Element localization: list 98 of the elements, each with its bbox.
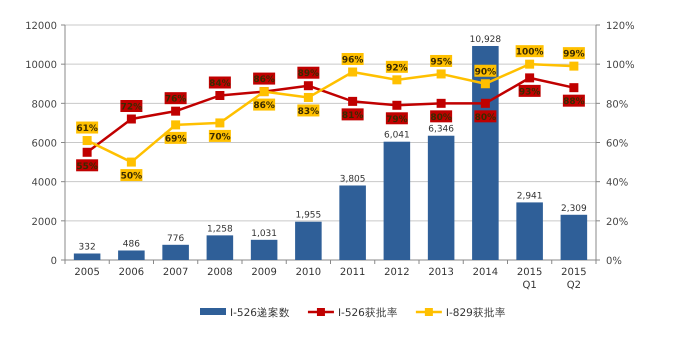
data-label: 76% bbox=[164, 94, 186, 105]
data-label: 55% bbox=[76, 162, 98, 172]
data-label: 95% bbox=[430, 57, 452, 68]
legend-label: I-829获批率 bbox=[446, 306, 506, 319]
x-tick-label: 2010 bbox=[296, 267, 322, 278]
point bbox=[126, 158, 136, 167]
y-tick-label: 8000 bbox=[32, 99, 57, 110]
bar bbox=[206, 235, 234, 260]
data-label: 88% bbox=[563, 97, 585, 108]
data-label: 1,258 bbox=[206, 224, 234, 234]
data-label: 1,031 bbox=[251, 228, 278, 239]
x-tick-label: 2008 bbox=[207, 267, 233, 278]
point bbox=[569, 62, 578, 71]
data-label: 79% bbox=[386, 114, 408, 125]
point bbox=[348, 96, 358, 106]
data-label: 90% bbox=[474, 67, 496, 78]
data-label: 6,346 bbox=[428, 124, 454, 135]
data-label: 6,041 bbox=[384, 130, 410, 141]
x-tick-label: 2014 bbox=[472, 267, 498, 278]
data-label: 99% bbox=[563, 50, 585, 60]
data-label: 96% bbox=[342, 56, 364, 66]
point bbox=[171, 120, 180, 130]
data-label: 92% bbox=[386, 63, 408, 74]
point bbox=[569, 83, 578, 92]
data-label: 84% bbox=[209, 79, 231, 89]
data-label: 2,941 bbox=[516, 191, 543, 202]
data-label: 61% bbox=[76, 124, 98, 134]
point bbox=[525, 60, 534, 69]
point bbox=[171, 106, 180, 116]
point bbox=[525, 73, 534, 82]
data-label: 69% bbox=[164, 134, 186, 144]
y2-tick-label: 0% bbox=[606, 256, 622, 267]
data-label: 2,309 bbox=[560, 204, 588, 214]
point bbox=[82, 136, 92, 146]
x-tick-label: 2007 bbox=[162, 267, 188, 278]
data-label: 86% bbox=[253, 75, 275, 86]
x-tick-label: 2015 Q1 bbox=[516, 267, 542, 291]
point bbox=[348, 68, 358, 76]
data-label: 70% bbox=[209, 132, 231, 142]
x-tick-label: 2013 bbox=[428, 267, 454, 278]
y-tick-label: 6000 bbox=[32, 138, 57, 150]
data-label: 80% bbox=[474, 112, 496, 123]
y-tick-label: 4000 bbox=[32, 178, 57, 189]
point bbox=[304, 81, 313, 90]
data-label: 3,805 bbox=[340, 174, 366, 184]
data-label: 93% bbox=[518, 87, 540, 98]
data-label: 486 bbox=[122, 239, 140, 250]
bar bbox=[516, 202, 543, 260]
y-tick-label: 10000 bbox=[25, 60, 57, 72]
data-label: 776 bbox=[167, 234, 184, 244]
point bbox=[82, 148, 92, 157]
data-label: 50% bbox=[120, 172, 142, 182]
bar bbox=[428, 136, 454, 260]
data-label: 100% bbox=[516, 48, 544, 58]
point bbox=[392, 100, 402, 110]
data-label: 1,955 bbox=[295, 210, 322, 221]
bar bbox=[162, 244, 189, 260]
point bbox=[215, 91, 224, 100]
data-label: 81% bbox=[342, 110, 364, 121]
bar bbox=[384, 142, 410, 260]
data-label: 332 bbox=[78, 242, 96, 252]
data-label: 83% bbox=[298, 106, 320, 117]
y2-tick-label: 100% bbox=[606, 60, 635, 72]
bar bbox=[339, 185, 366, 260]
y2-tick-label: 40% bbox=[606, 178, 628, 189]
point bbox=[480, 79, 490, 88]
x-tick-label: 2011 bbox=[340, 267, 366, 278]
point bbox=[436, 69, 446, 78]
bar bbox=[295, 222, 322, 260]
bar bbox=[250, 240, 278, 260]
y-tick-label: 12000 bbox=[25, 21, 57, 32]
point bbox=[215, 118, 224, 128]
data-label: 10,928 bbox=[470, 34, 502, 45]
x-tick-label: 2015 Q2 bbox=[561, 267, 587, 291]
y2-tick-label: 120% bbox=[606, 21, 635, 32]
point bbox=[436, 98, 446, 108]
bar bbox=[560, 214, 588, 260]
data-label: 86% bbox=[253, 101, 275, 112]
data-label: 89% bbox=[298, 69, 320, 80]
legend-label: I-526获批率 bbox=[338, 306, 398, 319]
x-tick-label: 2005 bbox=[74, 267, 100, 278]
data-label: 80% bbox=[430, 112, 452, 123]
y-tick-label: 2000 bbox=[32, 216, 57, 228]
data-label: 72% bbox=[120, 102, 142, 112]
x-tick-label: 2006 bbox=[118, 267, 144, 278]
bar bbox=[118, 250, 145, 260]
point bbox=[480, 98, 490, 108]
point bbox=[126, 114, 136, 124]
y2-tick-label: 60% bbox=[606, 138, 628, 150]
y-tick-label: 0 bbox=[50, 256, 57, 267]
point bbox=[304, 92, 313, 102]
x-tick-label: 2009 bbox=[251, 267, 277, 278]
y2-tick-label: 80% bbox=[606, 99, 628, 110]
bar bbox=[74, 254, 100, 260]
y2-tick-label: 20% bbox=[606, 216, 628, 228]
legend-label: I-526递案数 bbox=[230, 306, 290, 319]
point bbox=[392, 75, 402, 84]
x-tick-label: 2012 bbox=[384, 267, 410, 278]
